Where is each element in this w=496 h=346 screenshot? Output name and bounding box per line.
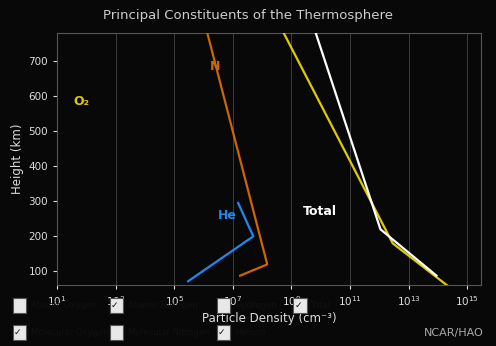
- Text: Atomic Nitrogen: Atomic Nitrogen: [128, 301, 198, 310]
- Text: He: He: [218, 209, 237, 222]
- Bar: [293, 298, 307, 313]
- Y-axis label: Height (km): Height (km): [11, 124, 24, 194]
- Bar: [12, 325, 26, 340]
- Text: O₂: O₂: [73, 95, 89, 108]
- Text: Total: Total: [311, 301, 331, 310]
- X-axis label: Particle Density (cm⁻³): Particle Density (cm⁻³): [202, 312, 336, 326]
- Text: ✓: ✓: [111, 301, 119, 310]
- Text: Principal Constituents of the Thermosphere: Principal Constituents of the Thermosphe…: [103, 9, 393, 22]
- Text: Helium: Helium: [235, 328, 265, 337]
- Bar: [217, 325, 230, 340]
- Text: NCAR/HAO: NCAR/HAO: [424, 328, 484, 338]
- Text: N: N: [209, 60, 220, 73]
- Text: ✓: ✓: [295, 301, 302, 310]
- Text: Hydrogen: Hydrogen: [235, 301, 277, 310]
- Text: Molecular Oxygen: Molecular Oxygen: [31, 328, 109, 337]
- Text: ✓: ✓: [218, 328, 226, 337]
- Text: Molecular Nitrogen: Molecular Nitrogen: [128, 328, 210, 337]
- Bar: [110, 298, 124, 313]
- Text: ✓: ✓: [14, 328, 21, 337]
- Bar: [110, 325, 124, 340]
- Bar: [12, 298, 26, 313]
- Text: Total: Total: [303, 204, 337, 218]
- Bar: [217, 298, 230, 313]
- Text: Atomic Oxygen: Atomic Oxygen: [31, 301, 97, 310]
